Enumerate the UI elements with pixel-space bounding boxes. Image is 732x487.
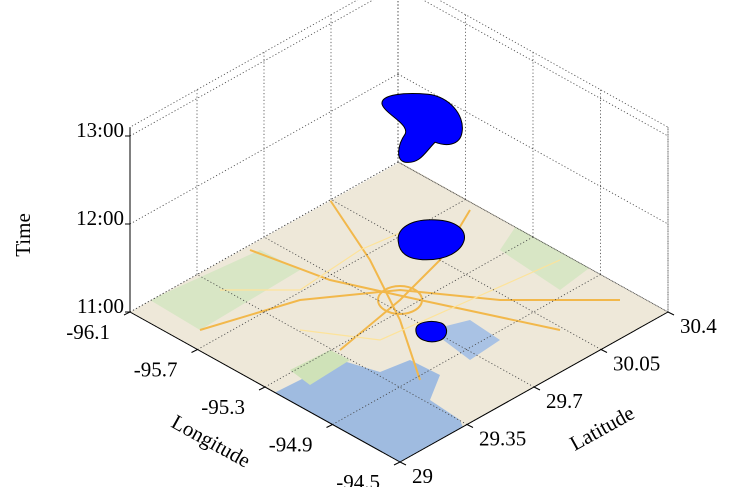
y-tick-label: 30.05 (613, 351, 660, 375)
y-tick-label: 29 (412, 464, 433, 487)
y-tick-label: 30.4 (680, 314, 717, 338)
x-axis-label: Longitude (167, 410, 254, 473)
x-tick (327, 425, 333, 428)
z-axis-label: Time (11, 213, 35, 257)
storm-cell (416, 321, 447, 341)
x-tick-label: -95.3 (201, 395, 245, 419)
y-tick-label: 29.7 (546, 389, 583, 413)
y-tick (467, 425, 473, 428)
y-tick (534, 387, 540, 390)
y-tick (601, 350, 607, 353)
x-tick (259, 387, 265, 390)
z-tick-label: 13:00 (76, 118, 124, 142)
chart: Time Longitude Latitude -96.1-95.7-95.3-… (0, 0, 732, 487)
grid-line (130, 0, 398, 136)
y-tick-label: 29.35 (479, 426, 526, 450)
x-tick-label: -96.1 (66, 320, 110, 344)
x-tick-label: -94.9 (269, 432, 313, 456)
storm-cell (382, 94, 462, 163)
y-tick (668, 312, 674, 315)
x-tick-label: -95.7 (134, 357, 178, 381)
z-tick-label: 11:00 (77, 294, 124, 318)
x-tick (394, 462, 400, 465)
z-tick-label: 12:00 (76, 206, 124, 230)
x-tick-label: -94.5 (336, 470, 380, 487)
y-tick (400, 462, 406, 465)
x-tick (192, 350, 198, 353)
